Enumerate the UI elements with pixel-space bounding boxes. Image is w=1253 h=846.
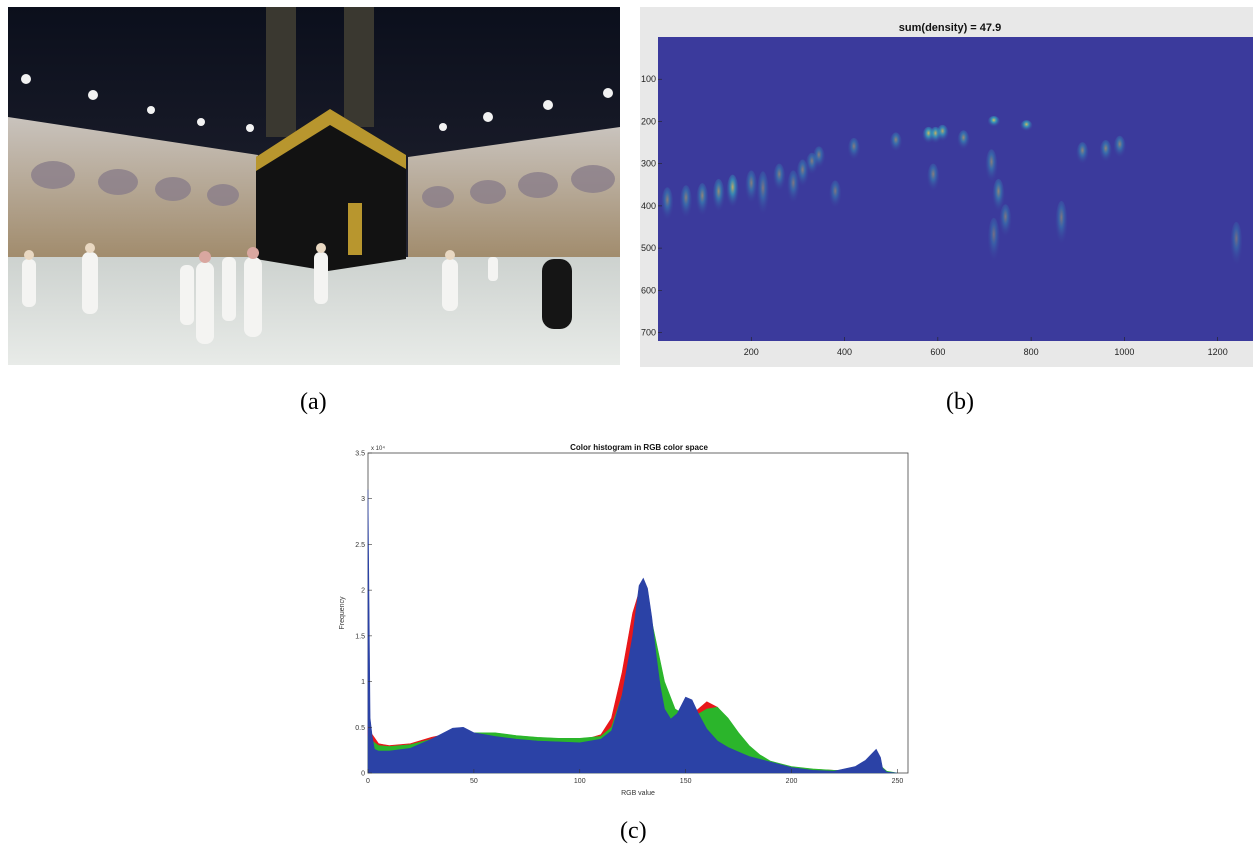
x-tick-label: 600 <box>930 347 945 357</box>
density-hotspot <box>796 159 809 190</box>
rgb-histogram: Color histogram in RGB color space x 10⁴… <box>335 440 920 810</box>
density-hotspot <box>889 132 902 154</box>
density-hotspot <box>745 170 758 206</box>
density-hotspot <box>957 130 970 151</box>
minaret-right <box>344 7 374 127</box>
y-tick-label: 200 <box>641 116 656 126</box>
density-hotspot <box>696 183 709 219</box>
photo-scene <box>8 7 620 365</box>
density-hotspot <box>756 171 769 219</box>
caption-c: (c) <box>620 818 647 844</box>
histogram-series-blue <box>367 489 898 774</box>
density-hotspot <box>773 163 786 194</box>
caption-a: (a) <box>300 389 327 415</box>
density-hotspot <box>992 178 1005 215</box>
y-axis-label: Frequency <box>339 596 346 630</box>
density-hotspot <box>1076 142 1089 166</box>
density-hotspot <box>987 115 1000 128</box>
density-heatmap: sum(density) = 47.9 200 400 600 800 1000 1200… <box>640 7 1253 367</box>
y-tick-label: 2 <box>361 588 365 595</box>
x-tick-label: 0 <box>366 778 370 785</box>
x-tick-label: 200 <box>744 347 759 357</box>
caption-b: (b) <box>946 389 974 415</box>
y-tick-label: 100 <box>641 74 656 84</box>
x-tick-label: 1200 <box>1208 347 1228 357</box>
arcade-right <box>408 127 620 262</box>
x-tick-label: 1000 <box>1114 347 1134 357</box>
y-tick-label: 700 <box>641 328 656 338</box>
density-hotspot <box>726 174 739 211</box>
y-tick-label: 500 <box>641 243 656 253</box>
x-tick-label: 200 <box>786 778 798 785</box>
heatmap-title: sum(density) = 47.9 <box>899 22 1001 34</box>
density-hotspot <box>927 163 940 194</box>
y-multiplier-label: x 10⁴ <box>371 445 385 452</box>
histogram-title: Color histogram in RGB color space <box>570 443 708 452</box>
density-hotspot <box>1020 120 1033 132</box>
density-hotspot <box>829 180 842 211</box>
y-tick-label: 600 <box>641 285 656 295</box>
density-hotspot <box>847 137 860 162</box>
y-tick-label: 1.5 <box>355 633 365 640</box>
density-hotspot <box>1099 140 1112 164</box>
y-tick-label: 3 <box>361 496 365 503</box>
kaaba <box>256 109 406 271</box>
density-hotspot <box>1055 200 1068 249</box>
y-tick-label: 2.5 <box>355 542 365 549</box>
pilgrims <box>22 252 498 344</box>
density-hotspot <box>936 124 949 143</box>
y-tick-label: 3.5 <box>355 451 365 458</box>
rgb-histogram-panel: Color histogram in RGB color space x 10⁴… <box>335 440 920 810</box>
density-hotspot <box>985 149 998 185</box>
density-hotspot <box>787 170 800 206</box>
y-tick-label: 300 <box>641 159 656 169</box>
minaret-left <box>266 7 296 137</box>
mosque-courtyard-photo <box>8 7 620 365</box>
density-hotspot <box>987 217 1000 265</box>
density-hotspot <box>679 185 692 221</box>
x-axis-label: RGB value <box>621 790 655 797</box>
density-hotspot <box>712 178 725 215</box>
density-hotspot <box>661 187 674 223</box>
density-heatmap-panel: sum(density) = 47.9 200 400 600 800 1000 1200… <box>640 7 1253 367</box>
x-tick-label: 150 <box>680 778 692 785</box>
x-tick-label: 800 <box>1024 347 1039 357</box>
x-tick-label: 250 <box>892 778 904 785</box>
x-tick-label: 50 <box>470 778 478 785</box>
density-hotspot <box>999 204 1012 240</box>
pilgrim-dark-robe <box>542 259 572 329</box>
x-tick-label: 400 <box>837 347 852 357</box>
density-hotspot <box>1230 221 1243 270</box>
y-tick-label: 1 <box>361 679 365 686</box>
y-tick-label: 0 <box>361 771 365 778</box>
x-tick-label: 100 <box>574 778 586 785</box>
y-tick-label: 400 <box>641 201 656 211</box>
y-tick-label: 0.5 <box>355 725 365 732</box>
density-hotspot <box>1113 135 1126 160</box>
density-hotspot <box>812 146 825 170</box>
light-poles <box>21 74 613 132</box>
